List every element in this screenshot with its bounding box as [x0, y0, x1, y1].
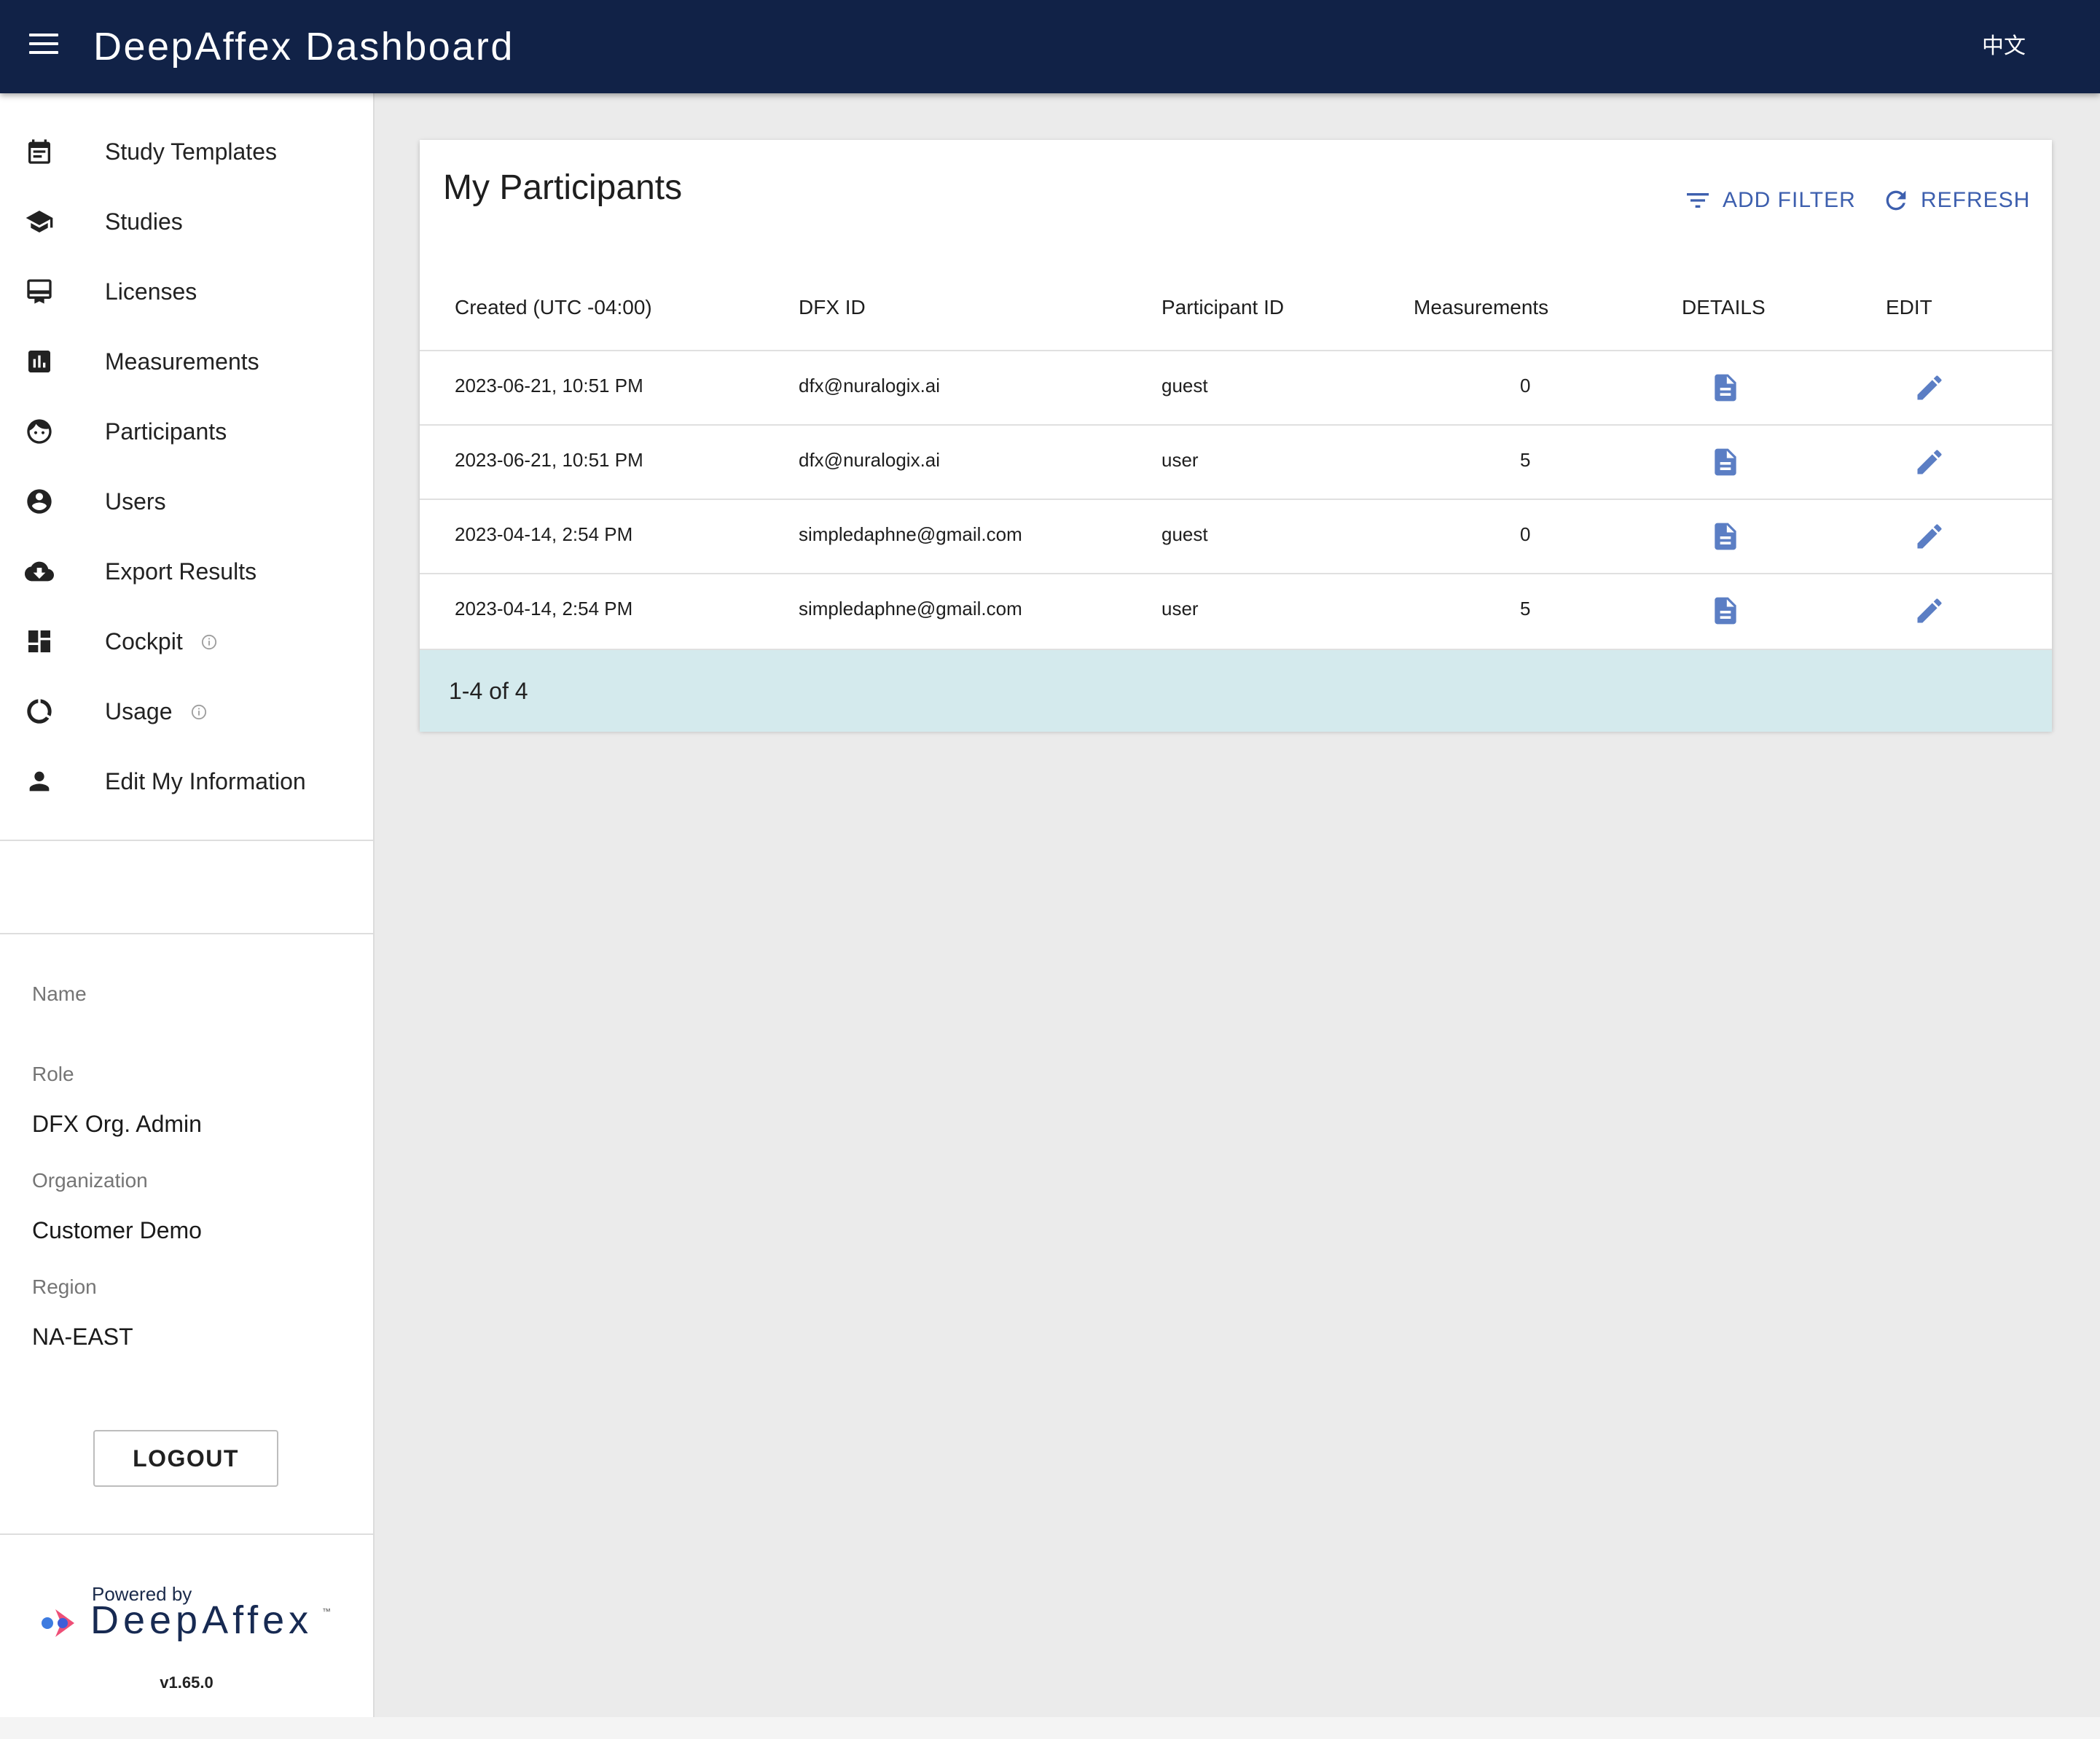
refresh-icon	[1886, 190, 1906, 211]
sidebar-item-participants[interactable]: Participants	[0, 396, 373, 466]
sidebar-item-cockpit[interactable]: Cockpit	[0, 606, 373, 676]
sidebar-divider	[0, 1533, 373, 1535]
sidebar-item-licenses[interactable]: Licenses	[0, 257, 373, 327]
sidebar-item-measurements[interactable]: Measurements	[0, 327, 373, 396]
document-icon[interactable]	[1709, 520, 1741, 552]
sidebar-item-label: Users	[105, 488, 166, 515]
brand-wordmark: DeepAffex	[90, 1598, 313, 1642]
sidebar-item-label: Studies	[105, 208, 183, 235]
filter-icon	[1687, 193, 1709, 208]
profile-organization-label: Organization	[32, 1169, 148, 1192]
hamburger-menu-icon[interactable]	[29, 34, 58, 60]
pencil-icon[interactable]	[1913, 372, 1946, 404]
column-header-dfx-id[interactable]: DFX ID	[799, 296, 866, 319]
sidebar-item-label: Edit My Information	[105, 768, 306, 794]
sidebar-item-label: Usage	[105, 698, 173, 724]
cell-participant-id: user	[1161, 598, 1199, 620]
profile-name-label: Name	[32, 982, 87, 1005]
sidebar-item-studies[interactable]: Studies	[0, 187, 373, 257]
sidebar-item-label: Cockpit	[105, 628, 183, 654]
sidebar-item-label: Participants	[105, 418, 227, 445]
trademark-mark: ™	[322, 1606, 331, 1617]
column-header-details: DETAILS	[1682, 296, 1766, 319]
cell-dfx-id: dfx@nuralogix.ai	[799, 449, 941, 471]
add-filter-label: ADD FILTER	[1723, 188, 1856, 212]
account-circle-icon	[27, 489, 52, 514]
deepaffex-logo-icon	[42, 1609, 74, 1637]
cell-measurements: 0	[1520, 375, 1531, 396]
pencil-icon[interactable]	[1913, 595, 1946, 627]
bar-chart-icon	[28, 351, 50, 372]
cell-measurements: 0	[1520, 523, 1531, 545]
profile-region-value: NA-EAST	[32, 1324, 133, 1350]
participants-card: My Participants ADD FILTER REFRESH Creat…	[420, 140, 2052, 732]
pencil-icon[interactable]	[1913, 520, 1946, 552]
add-filter-button[interactable]: ADD FILTER	[1683, 184, 1856, 217]
powered-by-text: Powered by	[92, 1583, 192, 1605]
app-bar: DeepAffex Dashboard 中文	[0, 0, 2100, 93]
cell-dfx-id: simpledaphne@gmail.com	[799, 523, 1022, 545]
cell-measurements: 5	[1520, 449, 1531, 471]
column-header-participant-id[interactable]: Participant ID	[1161, 296, 1285, 319]
profile-role-label: Role	[32, 1063, 74, 1085]
sidebar-item-edit-my-information[interactable]: Edit My Information	[0, 746, 373, 816]
cell-measurements: 5	[1520, 598, 1531, 620]
table-row: 2023-04-14, 2:54 PM simpledaphne@gmail.c…	[420, 573, 2052, 649]
sidebar-item-export-results[interactable]: Export Results	[0, 536, 373, 606]
sidebar-item-usage[interactable]: Usage	[0, 676, 373, 746]
document-icon[interactable]	[1709, 446, 1741, 478]
cell-created: 2023-04-14, 2:54 PM	[455, 598, 633, 620]
cloud-download-icon	[25, 561, 54, 582]
profile-role-value: DFX Org. Admin	[32, 1111, 202, 1137]
document-icon[interactable]	[1709, 595, 1741, 627]
sidebar-item-label: Export Results	[105, 558, 257, 585]
face-icon	[27, 419, 52, 444]
calendar-icon	[28, 139, 50, 164]
column-header-measurements[interactable]: Measurements	[1414, 296, 1549, 319]
language-toggle[interactable]: 中文	[1982, 34, 2026, 59]
page-title: My Participants	[443, 168, 683, 207]
profile-organization-value: Customer Demo	[32, 1217, 202, 1243]
cell-participant-id: user	[1161, 449, 1199, 471]
cell-dfx-id: dfx@nuralogix.ai	[799, 375, 941, 396]
sidebar-nav: Study Templates Studies Licenses Measure…	[0, 93, 373, 816]
sidebar-item-study-templates[interactable]: Study Templates	[0, 117, 373, 187]
app-title: DeepAffex Dashboard	[93, 25, 514, 69]
pagination-bar: 1-4 of 4	[420, 649, 2052, 732]
column-header-edit: EDIT	[1886, 296, 1932, 319]
refresh-button[interactable]: REFRESH	[1881, 184, 2030, 217]
sidebar-item-users[interactable]: Users	[0, 466, 373, 536]
pencil-icon[interactable]	[1913, 446, 1946, 478]
person-icon	[29, 771, 50, 792]
sidebar-item-label: Measurements	[105, 348, 259, 375]
sidebar-item-label: Licenses	[105, 278, 197, 305]
info-icon[interactable]	[201, 634, 217, 650]
graduation-cap-icon	[26, 211, 53, 232]
card-icon	[27, 279, 52, 304]
table-row: 2023-04-14, 2:54 PM simpledaphne@gmail.c…	[420, 499, 2052, 574]
info-icon[interactable]	[191, 704, 207, 720]
cell-created: 2023-04-14, 2:54 PM	[455, 523, 633, 545]
column-header-created[interactable]: Created (UTC -04:00)	[455, 296, 652, 319]
cell-created: 2023-06-21, 10:51 PM	[455, 375, 643, 396]
dashboard-icon	[28, 630, 50, 652]
document-icon[interactable]	[1709, 372, 1741, 404]
refresh-label: REFRESH	[1921, 188, 2031, 212]
cell-created: 2023-06-21, 10:51 PM	[455, 449, 643, 471]
table-row: 2023-06-21, 10:51 PM dfx@nuralogix.ai gu…	[420, 350, 2052, 426]
app-version: v1.65.0	[160, 1673, 213, 1692]
sidebar-divider	[0, 840, 373, 841]
logout-button[interactable]: LOGOUT	[93, 1430, 278, 1487]
pagination-count: 1-4 of 4	[449, 678, 528, 704]
bottom-strip	[0, 1717, 2100, 1739]
cell-participant-id: guest	[1161, 375, 1208, 396]
donut-icon	[27, 699, 52, 724]
sidebar-item-label: Study Templates	[105, 138, 277, 165]
sidebar-divider	[0, 933, 373, 934]
profile-region-label: Region	[32, 1275, 97, 1298]
cell-participant-id: guest	[1161, 523, 1208, 545]
table-row: 2023-06-21, 10:51 PM dfx@nuralogix.ai us…	[420, 424, 2052, 500]
cell-dfx-id: simpledaphne@gmail.com	[799, 598, 1022, 620]
